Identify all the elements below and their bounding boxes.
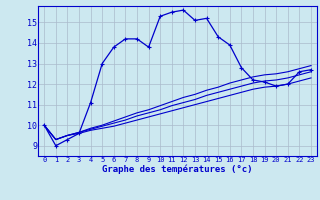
X-axis label: Graphe des températures (°c): Graphe des températures (°c)	[102, 165, 253, 174]
